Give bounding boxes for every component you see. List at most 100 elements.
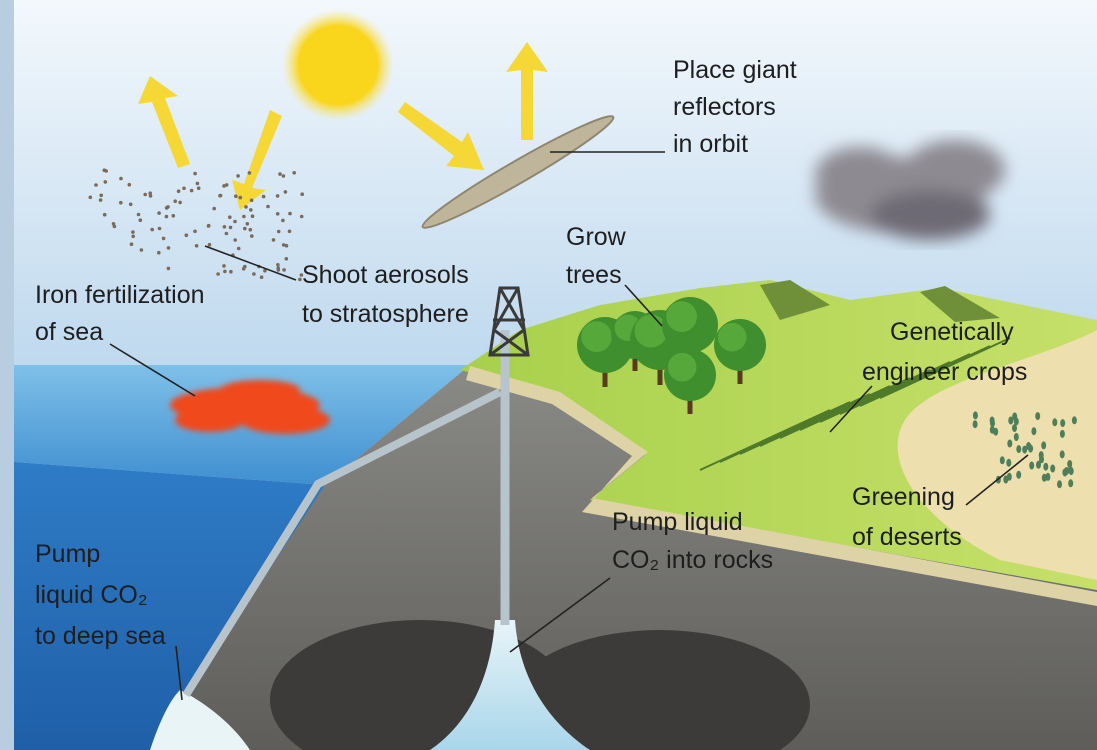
aerosol-dot	[99, 193, 103, 198]
co2-plume-sea	[150, 690, 250, 750]
aerosol-dot	[278, 172, 282, 176]
aerosol-dot	[263, 268, 267, 273]
label: Pump liquid CO₂ into rocks	[612, 508, 773, 574]
aerosol-dot	[249, 198, 254, 203]
crop-row	[859, 345, 991, 407]
label-line: Genetically	[890, 318, 1014, 346]
aerosol-dot	[224, 231, 229, 236]
crop-row	[699, 409, 831, 471]
desert-plant	[1067, 460, 1073, 468]
label-line: CO₂ into rocks	[612, 546, 773, 574]
aerosol-dot	[127, 182, 132, 187]
aerosol-dot	[228, 215, 232, 219]
aerosol-dot	[131, 234, 135, 239]
aerosol-dot	[206, 223, 211, 228]
aerosol-dot	[138, 218, 143, 222]
label-line: Iron fertilization	[35, 281, 205, 309]
crop-row	[779, 377, 911, 439]
desert-plant	[1057, 480, 1062, 489]
aerosol-dot	[157, 211, 161, 215]
cloud	[815, 140, 1005, 240]
aerosol-dot	[223, 269, 227, 274]
sun-rays	[138, 42, 548, 210]
desert-plant	[1062, 468, 1068, 477]
tree-trunk	[632, 349, 638, 371]
aerosol-dot	[283, 190, 288, 194]
aerosol-dot	[119, 200, 123, 205]
desert-plant	[1029, 461, 1035, 470]
desert-plant	[1035, 412, 1041, 421]
ray	[138, 76, 190, 168]
leader-line	[624, 284, 663, 327]
label: Genetically engineer crops	[862, 318, 1027, 386]
hill	[760, 280, 830, 320]
aerosol-dot	[238, 195, 243, 200]
aerosol-dot	[131, 230, 135, 234]
aerosol-dot	[261, 194, 266, 199]
aerosol-dot	[161, 236, 166, 241]
desert-plant	[1041, 473, 1047, 482]
tree-trunk	[737, 360, 743, 384]
desert-plant	[1012, 412, 1018, 421]
aerosol-dot	[299, 214, 304, 219]
label-line: Greening	[852, 483, 955, 511]
label-line: Pump	[35, 540, 100, 568]
label: Greening of deserts	[852, 483, 962, 551]
aerosol-dot	[111, 222, 116, 226]
aerosol-dot	[236, 246, 241, 251]
leader-line	[965, 454, 1029, 506]
labels: Place giant reflectors in orbit Shoot aeros…	[35, 56, 1027, 650]
aerosol-dot	[259, 275, 264, 280]
aerosol-dot	[281, 243, 286, 247]
label: Place giant reflectors in orbit	[673, 56, 797, 158]
aerosol-dot	[171, 214, 176, 218]
aerosol-dot	[284, 243, 289, 248]
aerosol-dot	[94, 183, 98, 187]
desert-plant	[972, 420, 978, 429]
aerosol-dot	[252, 272, 256, 276]
desert-plant	[1050, 464, 1056, 473]
aerosol-dot	[164, 206, 169, 210]
aerosol-dot	[193, 171, 197, 176]
tree-crown	[634, 314, 668, 348]
aerosol-dot	[166, 246, 171, 250]
label: Iron fertilization of sea	[35, 281, 205, 346]
ray	[398, 102, 484, 170]
aerosol-dot	[247, 171, 252, 175]
tree-crown	[666, 301, 697, 332]
desert-plant	[1052, 418, 1058, 427]
aerosol-dot	[148, 191, 152, 195]
desert-plant	[1068, 466, 1073, 475]
desert-plant	[1006, 458, 1012, 467]
aerosol-dot	[207, 242, 212, 247]
tree-trunk	[657, 358, 663, 385]
crop-row	[819, 361, 951, 423]
label: Pump liquid CO₂ to deep sea	[35, 540, 166, 650]
aerosol-dot	[287, 229, 292, 234]
aerosol-dot	[271, 238, 276, 242]
leader-line	[175, 645, 183, 701]
aerosol-dot	[139, 248, 144, 252]
tree-crown	[667, 352, 697, 382]
aerosol-dot	[189, 188, 194, 193]
aerosol-dot	[275, 194, 280, 198]
label-line: Place giant	[673, 56, 797, 84]
desert-plant	[1016, 445, 1022, 454]
tree-trunk	[687, 390, 693, 414]
aerosol-dot	[143, 192, 147, 197]
ray	[506, 42, 548, 140]
desert-plant	[990, 419, 995, 428]
aerosol-dot	[104, 169, 108, 173]
aerosol-dot	[276, 263, 280, 267]
desert-plant	[1022, 445, 1028, 454]
aerosol-dot	[250, 214, 255, 218]
aerosol-dot	[98, 198, 103, 202]
aerosol-dot	[103, 180, 108, 184]
desert-plant	[972, 411, 978, 420]
desert-plant	[1013, 433, 1019, 441]
aerosol-dot	[150, 227, 154, 232]
aerosol-dot	[164, 214, 169, 219]
aerosol-dot	[242, 214, 246, 219]
aerosol-dot	[275, 212, 280, 216]
aerosol-dot	[196, 186, 201, 190]
